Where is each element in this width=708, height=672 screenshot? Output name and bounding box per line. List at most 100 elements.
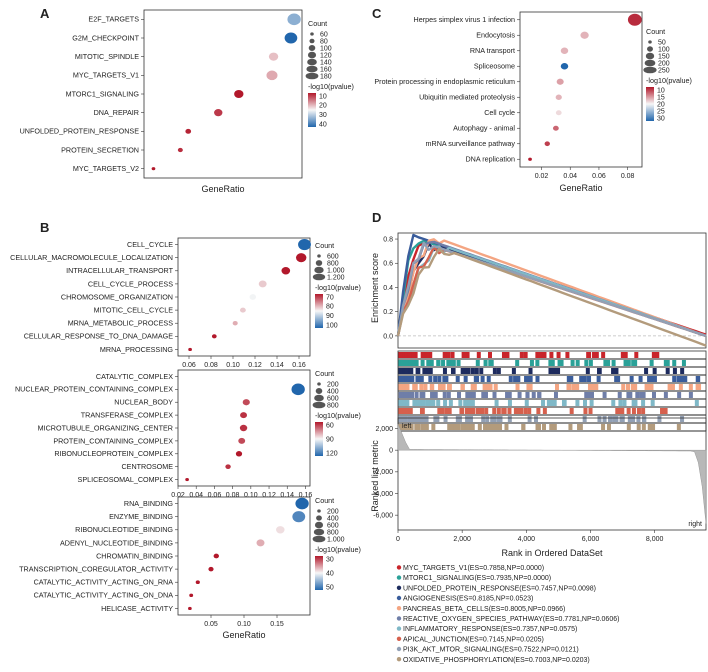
hit-mark bbox=[446, 360, 451, 366]
rank-x-tick-label: 4,000 bbox=[518, 536, 536, 543]
hit-mark bbox=[493, 384, 498, 390]
size-legend-dot bbox=[310, 32, 314, 36]
hit-mark bbox=[401, 384, 406, 390]
hit-mark bbox=[442, 368, 447, 374]
hit-mark bbox=[672, 376, 677, 382]
hit-mark bbox=[489, 424, 494, 430]
hit-mark bbox=[472, 384, 477, 390]
hit-mark bbox=[533, 416, 538, 422]
category-label: CATALYTIC_ACTIVITY_ACTING_ON_DNA bbox=[34, 591, 174, 600]
series-legend-label: ANGIOGENESIS(ES=0.8185,NP=0.0523) bbox=[403, 596, 533, 603]
es-y-tick-label: 0.2 bbox=[383, 309, 393, 316]
hit-mark bbox=[403, 360, 408, 366]
hit-mark bbox=[460, 408, 465, 414]
hit-mark bbox=[501, 408, 506, 414]
x-tick-label: 0.14 bbox=[280, 492, 294, 499]
hit-mark bbox=[582, 416, 587, 422]
hit-mark bbox=[597, 368, 602, 374]
hit-mark bbox=[638, 376, 643, 382]
hit-mark bbox=[541, 400, 546, 406]
hit-mark bbox=[630, 384, 635, 390]
hit-mark bbox=[429, 360, 434, 366]
hit-mark bbox=[575, 384, 580, 390]
hit-mark bbox=[498, 416, 503, 422]
hit-mark bbox=[602, 392, 607, 398]
hit-mark bbox=[496, 368, 501, 374]
hit-mark bbox=[398, 408, 403, 414]
hit-mark bbox=[455, 376, 460, 382]
hit-mark bbox=[550, 368, 555, 374]
hit-mark bbox=[667, 384, 672, 390]
hit-mark bbox=[680, 368, 685, 374]
data-point bbox=[195, 580, 200, 585]
data-point bbox=[235, 451, 243, 457]
hit-mark bbox=[644, 384, 649, 390]
hit-mark bbox=[620, 352, 625, 358]
data-point bbox=[292, 511, 306, 523]
series-legend-dot bbox=[396, 565, 402, 570]
hit-mark bbox=[400, 376, 405, 382]
hit-mark bbox=[440, 408, 445, 414]
hit-mark bbox=[496, 408, 501, 414]
size-legend-label: 50 bbox=[658, 39, 666, 46]
hit-mark bbox=[697, 384, 702, 390]
hit-mark bbox=[623, 360, 628, 366]
hit-mark bbox=[536, 408, 541, 414]
hit-mark bbox=[404, 352, 409, 358]
series-legend-dot bbox=[396, 575, 402, 580]
hit-mark bbox=[589, 400, 594, 406]
plot-frame-C bbox=[519, 11, 643, 168]
data-point bbox=[281, 267, 291, 275]
size-legend-title: Count bbox=[315, 241, 334, 250]
hit-mark bbox=[602, 416, 607, 422]
size-legend-label: 1.000 bbox=[327, 536, 345, 543]
hit-mark bbox=[677, 392, 682, 398]
hit-mark bbox=[549, 400, 554, 406]
x-axis-title: GeneRatio bbox=[559, 183, 602, 193]
hit-mark bbox=[423, 384, 428, 390]
hit-mark bbox=[465, 416, 470, 422]
hit-mark bbox=[633, 384, 638, 390]
color-legend-label: 30 bbox=[657, 115, 665, 122]
hit-mark bbox=[601, 352, 606, 358]
size-legend-label: 160 bbox=[320, 66, 332, 73]
hit-mark bbox=[575, 400, 580, 406]
metric-y-tick-label: -4,000 bbox=[373, 491, 393, 498]
size-legend-dot bbox=[307, 58, 317, 66]
hit-mark bbox=[480, 376, 485, 382]
color-legend-title: -log10(pvalue) bbox=[646, 76, 692, 85]
hit-mark bbox=[618, 400, 623, 406]
hit-mark bbox=[562, 400, 567, 406]
hit-mark bbox=[521, 424, 526, 430]
metric-y-tick-label: 0 bbox=[389, 448, 393, 455]
color-legend-label: 25 bbox=[657, 108, 665, 115]
x-tick-label: 0.06 bbox=[592, 173, 606, 180]
hit-mark bbox=[556, 352, 561, 358]
hit-mark bbox=[411, 360, 416, 366]
data-point bbox=[266, 70, 278, 81]
hit-mark bbox=[428, 368, 433, 374]
hit-mark bbox=[633, 360, 638, 366]
hit-mark bbox=[579, 376, 584, 382]
hit-mark bbox=[487, 352, 492, 358]
hit-mark bbox=[457, 416, 462, 422]
hit-mark bbox=[427, 400, 432, 406]
data-point bbox=[291, 383, 305, 396]
hit-mark bbox=[650, 400, 655, 406]
hit-mark bbox=[515, 384, 520, 390]
category-label: HELICASE_ACTIVITY bbox=[101, 604, 173, 613]
hit-mark bbox=[672, 360, 677, 366]
hit-mark bbox=[446, 352, 451, 358]
hit-mark bbox=[485, 416, 490, 422]
hit-mark bbox=[672, 368, 677, 374]
hit-mark bbox=[583, 400, 588, 406]
hit-mark bbox=[511, 368, 516, 374]
series-legend-label: REACTIVE_OXYGEN_SPECIES_PATHWAY(ES=0.778… bbox=[403, 616, 619, 623]
category-label: CELL_CYCLE_PROCESS bbox=[88, 279, 173, 288]
hit-mark bbox=[655, 352, 660, 358]
category-label: ENZYME_BINDING bbox=[109, 512, 173, 521]
hit-mark bbox=[525, 392, 530, 398]
category-label: ADENYL_NUCLEOTIDE_BINDING bbox=[60, 538, 173, 547]
hit-mark bbox=[594, 352, 599, 358]
